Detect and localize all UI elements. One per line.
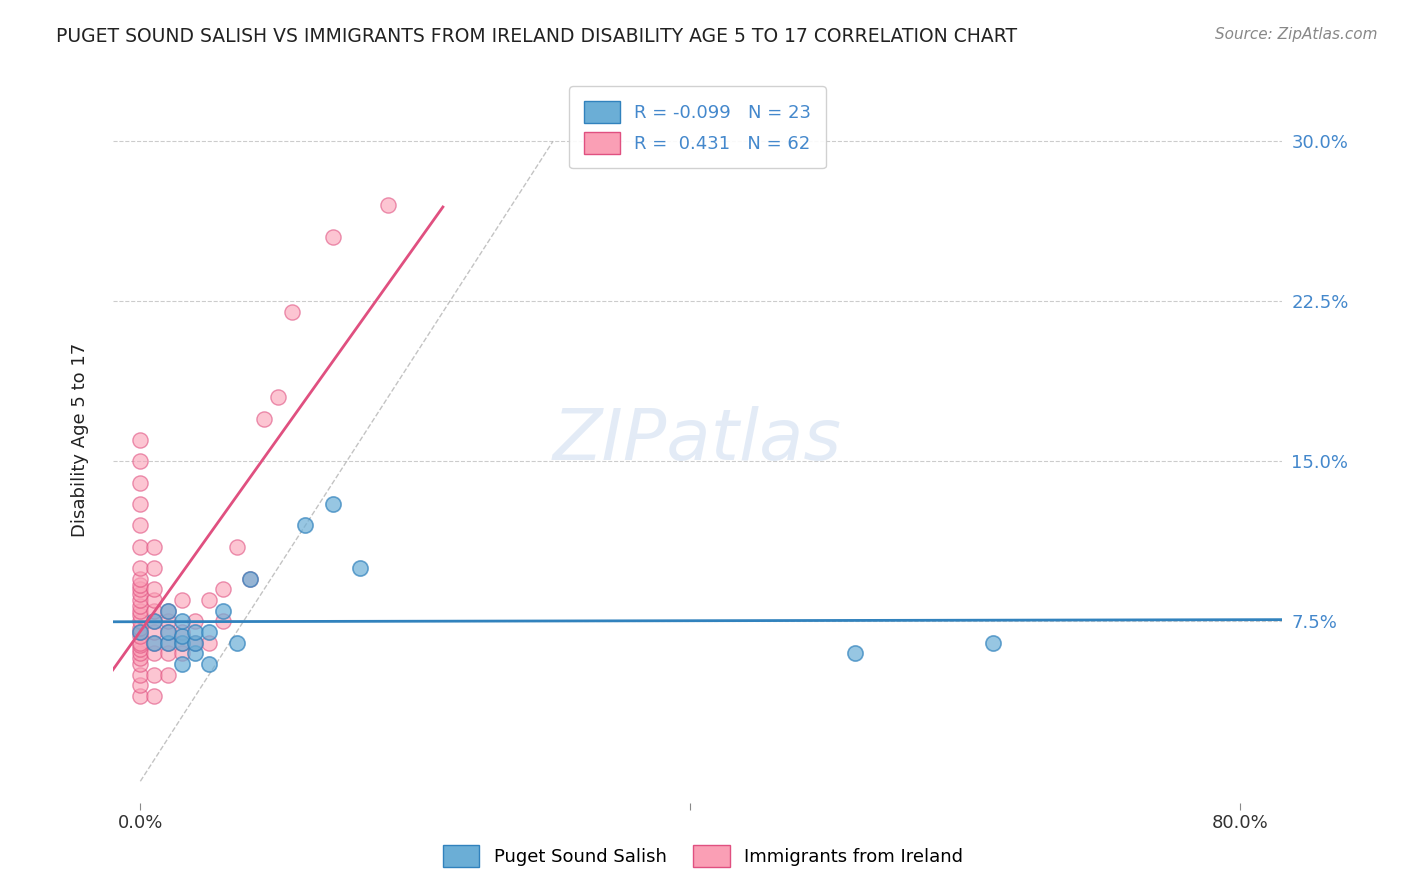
Point [143, 615, 166, 629]
Point [129, 604, 152, 618]
Text: PUGET SOUND SALISH VS IMMIGRANTS FROM IRELAND DISABILITY AGE 5 TO 17 CORRELATION: PUGET SOUND SALISH VS IMMIGRANTS FROM IR… [56, 27, 1018, 45]
Point [129, 642, 152, 657]
Text: Source: ZipAtlas.com: Source: ZipAtlas.com [1215, 27, 1378, 42]
Point [225, 635, 247, 649]
Point [156, 604, 179, 618]
Point [212, 604, 235, 618]
Point [349, 561, 371, 575]
Point [129, 650, 152, 665]
Point [129, 624, 152, 639]
Point [322, 230, 344, 244]
Point [129, 599, 152, 614]
Point [129, 624, 152, 639]
Point [129, 475, 152, 490]
Point [129, 433, 152, 447]
Point [184, 635, 207, 649]
Point [129, 635, 152, 649]
Point [156, 667, 179, 681]
Point [156, 624, 179, 639]
Point [267, 390, 290, 404]
Point [129, 561, 152, 575]
Point [129, 607, 152, 622]
Point [143, 635, 166, 649]
Point [156, 615, 179, 629]
Point [129, 578, 152, 592]
Point [253, 411, 276, 425]
Point [156, 646, 179, 660]
Point [198, 593, 221, 607]
Point [129, 582, 152, 597]
Point [156, 635, 179, 649]
Point [280, 305, 302, 319]
Point [143, 635, 166, 649]
Point [170, 635, 193, 649]
Point [156, 635, 179, 649]
Point [156, 604, 179, 618]
Point [129, 629, 152, 643]
Point [129, 572, 152, 586]
Point [129, 593, 152, 607]
Point [143, 540, 166, 554]
Point [129, 497, 152, 511]
Point [143, 646, 166, 660]
Point [129, 678, 152, 692]
Point [129, 540, 152, 554]
Point [239, 572, 262, 586]
Point [198, 657, 221, 671]
Legend: R = -0.099   N = 23, R =  0.431   N = 62: R = -0.099 N = 23, R = 0.431 N = 62 [569, 87, 825, 169]
Point [129, 646, 152, 660]
Point [129, 454, 152, 468]
Point [129, 615, 152, 629]
Point [129, 657, 152, 671]
Point [143, 593, 166, 607]
Point [129, 518, 152, 533]
Point [170, 635, 193, 649]
Point [170, 593, 193, 607]
Point [156, 624, 179, 639]
Point [239, 572, 262, 586]
Point [184, 646, 207, 660]
Y-axis label: Disability Age 5 to 17: Disability Age 5 to 17 [72, 343, 89, 537]
Point [129, 586, 152, 600]
Point [198, 624, 221, 639]
Point [143, 615, 166, 629]
Point [129, 689, 152, 703]
Point [143, 561, 166, 575]
Point [225, 540, 247, 554]
Point [170, 624, 193, 639]
Point [184, 615, 207, 629]
Point [294, 518, 316, 533]
Point [143, 689, 166, 703]
Point [143, 582, 166, 597]
Text: ZIPatlas: ZIPatlas [553, 406, 842, 475]
Legend: Puget Sound Salish, Immigrants from Ireland: Puget Sound Salish, Immigrants from Irel… [436, 838, 970, 874]
Point [212, 582, 235, 597]
Point [184, 624, 207, 639]
Point [170, 615, 193, 629]
Point [129, 667, 152, 681]
Point [143, 604, 166, 618]
Point [377, 198, 399, 212]
Point [129, 621, 152, 635]
Point [184, 635, 207, 649]
Point [198, 635, 221, 649]
Point [844, 646, 866, 660]
Point [981, 635, 1004, 649]
Point [170, 657, 193, 671]
Point [143, 667, 166, 681]
Point [212, 615, 235, 629]
Point [129, 638, 152, 652]
Point [170, 629, 193, 643]
Point [143, 624, 166, 639]
Point [322, 497, 344, 511]
Point [170, 646, 193, 660]
